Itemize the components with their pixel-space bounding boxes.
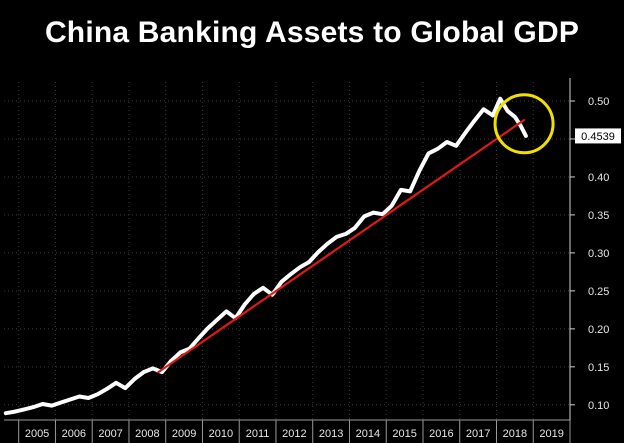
highlight-circle <box>493 93 555 155</box>
x-tick-label: 2017 <box>466 428 490 440</box>
y-tick-label: 0.25 <box>588 286 609 298</box>
series-line-trend <box>157 118 526 374</box>
x-tick-label: 2019 <box>539 428 563 440</box>
series-layer <box>3 96 528 416</box>
x-tick-label: 2009 <box>172 428 196 440</box>
y-tick-label: 0.30 <box>588 248 609 260</box>
x-tick-label: 2013 <box>319 428 343 440</box>
x-tick-label: 2018 <box>503 428 527 440</box>
x-tick-label: 2014 <box>356 428 380 440</box>
series-line-main <box>3 96 528 416</box>
x-tick-label: 2005 <box>25 428 49 440</box>
x-tick-label: 2015 <box>392 428 416 440</box>
y-tick-label: 0.50 <box>588 96 609 108</box>
y-tick-label: 0.10 <box>588 400 609 412</box>
x-tick-label: 2007 <box>98 428 122 440</box>
x-tick-label: 2011 <box>246 428 270 440</box>
y-tick-label: 0.35 <box>588 210 609 222</box>
last-value-label: 0.4539 <box>581 131 615 143</box>
y-tick-label: 0.20 <box>588 324 609 336</box>
x-tick-label: 2012 <box>282 428 306 440</box>
x-tick-label: 2006 <box>62 428 86 440</box>
x-tick-label: 2010 <box>209 428 233 440</box>
grid-layer <box>4 82 570 420</box>
axis-layer: 0.100.150.200.250.300.350.400.450.502005… <box>4 78 609 443</box>
x-tick-label: 2008 <box>135 428 159 440</box>
y-tick-label: 0.15 <box>588 362 609 374</box>
y-tick-label: 0.40 <box>588 172 609 184</box>
last-value-badge <box>575 128 621 144</box>
chart-title: China Banking Assets to Global GDP <box>44 16 580 49</box>
annotation-layer: 0.4539 <box>493 93 621 155</box>
x-tick-label: 2016 <box>429 428 453 440</box>
